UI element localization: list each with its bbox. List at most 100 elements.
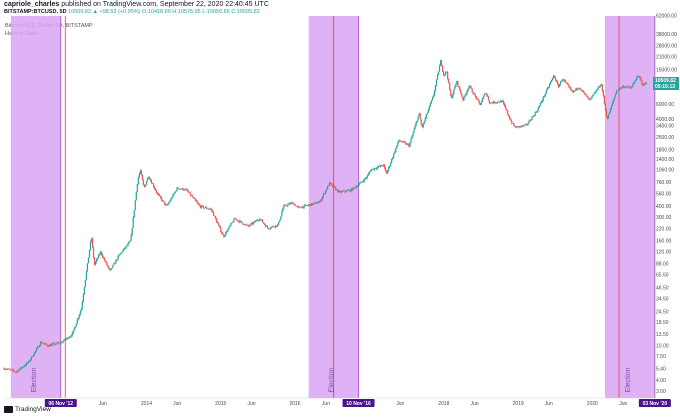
candle-body [90,238,93,242]
candle-body [219,225,221,228]
candle-body [603,96,605,104]
candle-body [333,186,335,187]
candle-body [487,96,489,101]
candle-body [586,96,588,97]
candle-body [592,94,594,97]
candle-body [22,366,24,368]
candle-body [372,168,374,170]
price-tick-label: 1800.00 [656,147,674,153]
candle-body [179,188,181,190]
candle-body [579,88,581,90]
candle-body [534,112,536,116]
candle-body [31,356,34,358]
candle-body [190,195,192,196]
candle-body [417,115,419,121]
candle-body [82,294,84,302]
candle-body [238,220,240,223]
candle-body [593,92,595,95]
candle-body [297,206,299,208]
candle-body [419,113,421,120]
candle-body [374,168,377,169]
candle-body [367,173,369,176]
candle-body [531,116,533,120]
candle-body [180,188,182,190]
candle-body [627,86,629,88]
candle-body [614,93,617,97]
candle-body [410,138,412,143]
candle-body [102,255,104,258]
candle-body [338,191,340,192]
candle-body [182,188,184,191]
candle-body [406,143,408,145]
candle-body [322,193,325,197]
candle-body [44,343,46,345]
candle-body [45,343,47,345]
election-band [604,16,655,398]
candle-body [478,100,480,104]
time-tick-label: 2018 [438,401,449,407]
candle-body [146,177,149,182]
candle-body [560,81,562,85]
candle-body [259,219,262,221]
candle-body [189,192,191,196]
candle-body [32,355,35,357]
candle-body [228,226,230,230]
candle-body [161,197,163,201]
candle-body [575,88,577,91]
candle-body [307,205,309,206]
candle-body [301,206,303,208]
candle-body [355,186,357,188]
candle-body [395,148,397,153]
candle-body [601,84,603,92]
candle-body [260,219,263,221]
candle-body [567,83,569,85]
candle-body [235,218,237,220]
candle-body [133,210,135,218]
candle-body [58,342,60,344]
candle-body [358,183,360,186]
candle-body [422,123,424,128]
candle-body [576,88,578,90]
time-tick-label: Jun [619,401,627,407]
candle-body [415,122,417,126]
candle-body [271,226,273,228]
candle-body [12,369,14,371]
candle-body [210,208,213,211]
candle-body [16,370,18,372]
candle-body [203,207,206,209]
candle-body [76,319,78,324]
election-band [10,16,61,398]
candle-body [494,102,497,104]
candle-body [194,198,196,201]
candle-body [78,314,80,318]
candle-body [230,223,232,226]
candle-body [287,204,289,206]
candle-body [517,126,519,127]
candle-body [608,112,611,115]
candle-body [509,116,511,120]
candle-body [617,90,619,92]
candle-body [482,96,484,100]
candle-body [485,93,487,95]
candle-body [408,144,410,147]
candle-body [589,98,591,100]
candle-body [265,226,268,227]
candle-body [300,207,302,209]
candle-body [597,86,599,90]
candle-body [319,201,322,202]
candle-body [13,370,15,372]
candle-body [537,107,539,112]
candle-body [407,143,409,145]
candle-body [600,84,602,86]
candle-body [110,268,112,271]
candle-body [394,152,396,154]
candle-body [57,342,59,344]
candle-body [483,94,485,97]
candle-body [4,369,6,370]
candle-body [49,344,51,347]
candle-body [587,96,589,99]
candle-body [641,80,643,85]
price-tick-label: 760.00 [656,180,672,186]
candle-body [462,96,464,101]
